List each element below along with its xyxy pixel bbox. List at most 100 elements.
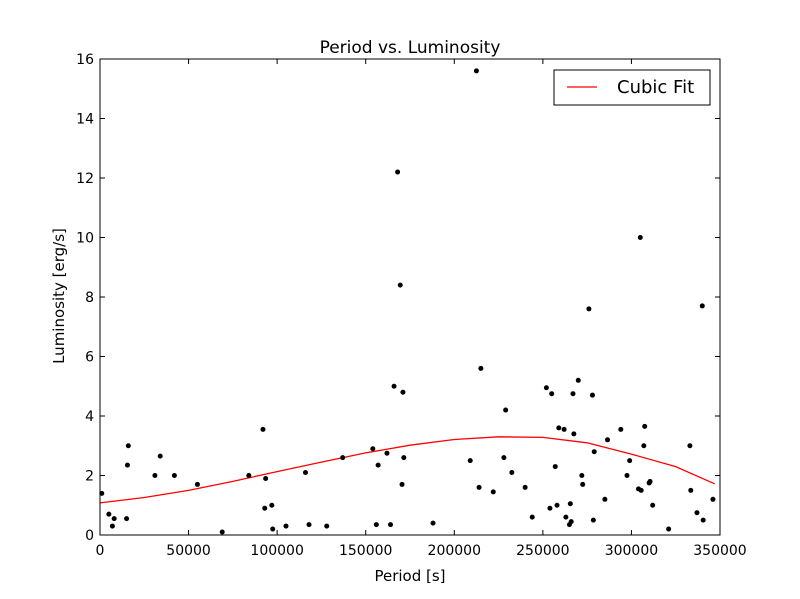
data-point [563, 514, 569, 520]
data-point [547, 505, 553, 511]
data-point [430, 520, 436, 526]
data-point [699, 303, 705, 309]
x-tick-label: 150000 [339, 543, 392, 559]
plot-frame [99, 58, 721, 536]
data-point [400, 389, 406, 395]
data-point [568, 519, 574, 525]
x-tick-label: 350000 [693, 543, 746, 559]
data-point [591, 449, 597, 455]
data-point [522, 484, 528, 490]
data-point [688, 487, 694, 493]
data-point [478, 365, 484, 371]
data-point [125, 443, 131, 449]
y-tick-label: 4 [85, 409, 94, 425]
data-point [375, 462, 381, 468]
data-point [388, 522, 394, 528]
y-tick-label: 0 [85, 528, 94, 544]
legend: Cubic Fit [553, 69, 711, 106]
data-point [529, 514, 535, 520]
x-axis-label: Period [s] [374, 567, 445, 585]
y-axis-label: Luminosity [erg/s] [50, 228, 68, 364]
data-point [324, 523, 330, 529]
data-point [473, 68, 479, 74]
data-point [106, 511, 112, 517]
y-tick-label: 2 [85, 469, 94, 485]
data-point [246, 473, 252, 478]
y-tick-label: 12 [76, 171, 94, 187]
data-point [263, 475, 269, 481]
data-point [554, 502, 560, 508]
data-point [501, 455, 507, 461]
data-point [503, 407, 509, 413]
data-point [687, 443, 693, 449]
data-point [552, 464, 558, 470]
data-point [99, 490, 105, 496]
data-point [476, 484, 482, 490]
data-point [509, 470, 515, 476]
x-tick-label: 250000 [516, 543, 569, 559]
data-point [618, 426, 624, 432]
data-point [589, 392, 595, 398]
data-point [570, 391, 576, 397]
x-tick-label: 100000 [250, 543, 303, 559]
data-point [605, 437, 611, 443]
cubic-fit-line [99, 436, 715, 504]
data-point [627, 458, 633, 464]
data-point [302, 470, 308, 476]
data-point [373, 522, 379, 528]
chart-title: Period vs. Luminosity [320, 38, 501, 58]
data-point [399, 481, 405, 487]
data-point [262, 505, 268, 511]
data-point [467, 458, 473, 464]
data-point [575, 377, 581, 383]
data-point [270, 526, 276, 532]
data-point [579, 473, 585, 478]
data-point [397, 282, 403, 288]
data-point [567, 501, 573, 507]
data-point [590, 517, 596, 523]
data-point [694, 510, 700, 516]
data-point [666, 526, 672, 532]
data-point [641, 443, 647, 449]
data-point [700, 517, 706, 523]
x-tick-label: 50000 [166, 543, 211, 559]
data-point [490, 489, 496, 495]
data-point [157, 453, 163, 459]
y-tick-label: 10 [76, 231, 94, 247]
data-point [269, 502, 275, 508]
y-tick-label: 16 [76, 52, 94, 68]
data-point [586, 306, 592, 312]
data-point [111, 516, 117, 522]
x-tick-label: 200000 [428, 543, 481, 559]
x-tick-label: 0 [96, 543, 105, 559]
data-point [260, 426, 266, 432]
data-point [109, 523, 115, 529]
data-point [650, 502, 656, 508]
data-point [306, 522, 312, 528]
data-point [549, 391, 555, 397]
y-tick-label: 8 [85, 290, 94, 306]
fit-layer [99, 436, 715, 504]
data-point [124, 462, 130, 468]
data-point [642, 423, 648, 429]
data-point [710, 496, 716, 502]
data-point [370, 446, 376, 452]
data-point [580, 481, 586, 487]
data-point [638, 487, 644, 493]
scatter-points [99, 68, 716, 535]
data-point [647, 478, 653, 484]
data-point [384, 450, 390, 456]
data-point [171, 473, 177, 478]
data-point [543, 385, 549, 391]
data-point [219, 529, 225, 535]
data-point [395, 169, 401, 175]
legend-fit-label: Cubic Fit [617, 77, 694, 98]
x-tick-label: 300000 [605, 543, 658, 559]
data-point [194, 481, 200, 487]
data-point [602, 496, 608, 502]
axis-ticks: 0 50000 100000 150000 200000 250000 300000 3500… [76, 52, 747, 559]
data-point [152, 473, 158, 478]
data-point [561, 426, 567, 432]
